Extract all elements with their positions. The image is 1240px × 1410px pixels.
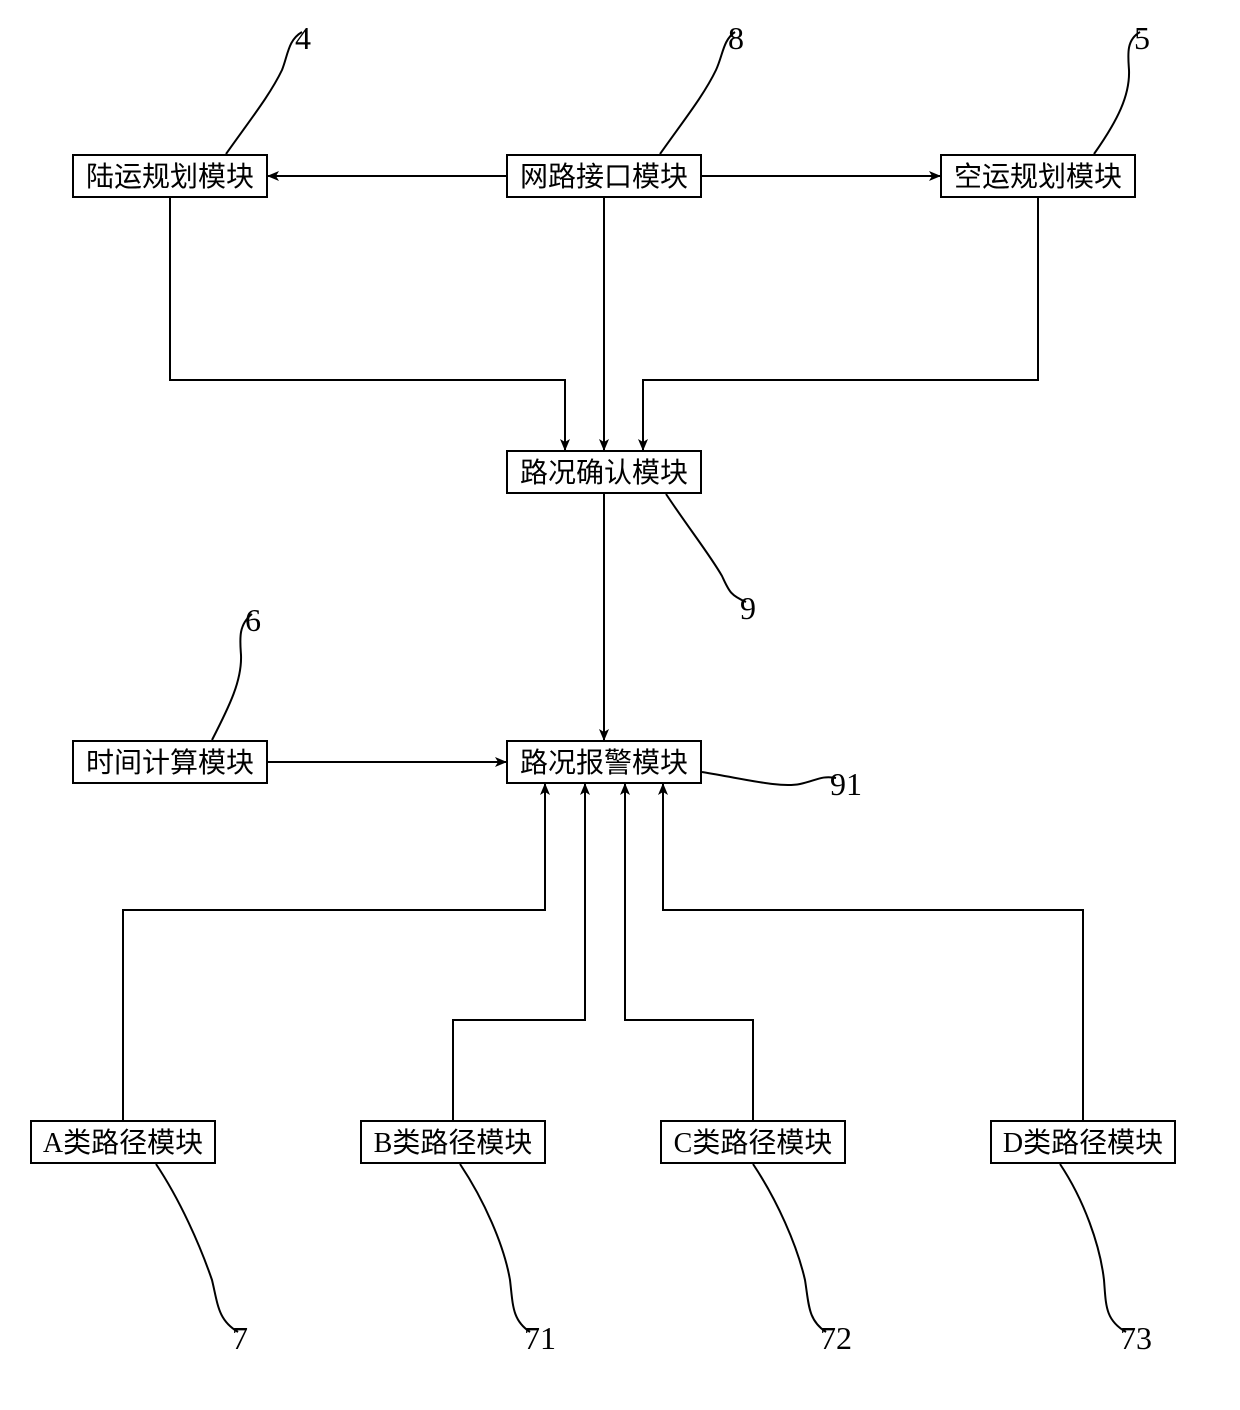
node-n73: D类路径模块 bbox=[990, 1120, 1176, 1164]
node-n5: 空运规划模块 bbox=[940, 154, 1136, 198]
leader-l8 bbox=[660, 32, 735, 154]
ref-label-l73: 73 bbox=[1120, 1320, 1152, 1357]
node-label-n6: 时间计算模块 bbox=[86, 748, 254, 779]
ref-label-text-l8: 8 bbox=[728, 20, 744, 56]
ref-label-l72: 72 bbox=[820, 1320, 852, 1357]
ref-label-text-l5: 5 bbox=[1134, 20, 1150, 56]
node-label-n5: 空运规划模块 bbox=[954, 162, 1122, 193]
ref-label-text-l71: 71 bbox=[524, 1320, 556, 1356]
leader-l91 bbox=[702, 772, 836, 785]
leader-l9 bbox=[666, 494, 746, 602]
ref-label-text-l4: 4 bbox=[295, 20, 311, 56]
arrow-n5-n9 bbox=[643, 198, 1038, 450]
ref-label-l4: 4 bbox=[295, 20, 311, 57]
ref-label-l9: 9 bbox=[740, 590, 756, 627]
node-label-n73: D类路径模块 bbox=[1003, 1128, 1163, 1159]
diagram-canvas: 陆运规划模块 网路接口模块 空运规划模块路况确认模块时间计算模块 路况报警模块 A类路径… bbox=[0, 0, 1240, 1410]
node-n8: 网路接口模块 bbox=[506, 154, 702, 198]
node-label-n4: 陆运规划模块 bbox=[86, 162, 254, 193]
ref-label-text-l6: 6 bbox=[245, 602, 261, 638]
node-n71: B类路径模块 bbox=[360, 1120, 546, 1164]
node-label-n7: A类路径模块 bbox=[43, 1128, 203, 1159]
arrow-n4-n9 bbox=[170, 198, 565, 450]
arrow-n71-n91 bbox=[453, 784, 585, 1120]
node-label-n72: C类路径模块 bbox=[674, 1128, 833, 1159]
node-n4: 陆运规划模块 bbox=[72, 154, 268, 198]
ref-label-l5: 5 bbox=[1134, 20, 1150, 57]
node-label-n71: B类路径模块 bbox=[374, 1128, 533, 1159]
arrow-n73-n91 bbox=[663, 784, 1083, 1120]
node-n9: 路况确认模块 bbox=[506, 450, 702, 494]
leader-l7 bbox=[156, 1164, 238, 1332]
node-n6: 时间计算模块 bbox=[72, 740, 268, 784]
arrow-n72-n91 bbox=[625, 784, 753, 1120]
ref-label-l91: 91 bbox=[830, 766, 862, 803]
leader-l72 bbox=[753, 1164, 826, 1332]
node-label-n8: 网路接口模块 bbox=[520, 162, 688, 193]
ref-label-l8: 8 bbox=[728, 20, 744, 57]
connector-layer bbox=[0, 0, 1240, 1410]
ref-label-l6: 6 bbox=[245, 602, 261, 639]
leader-l73 bbox=[1060, 1164, 1126, 1332]
ref-label-l71: 71 bbox=[524, 1320, 556, 1357]
node-n7: A类路径模块 bbox=[30, 1120, 216, 1164]
ref-label-text-l91: 91 bbox=[830, 766, 862, 802]
node-n72: C类路径模块 bbox=[660, 1120, 846, 1164]
leader-l71 bbox=[460, 1164, 530, 1332]
ref-label-text-l7: 7 bbox=[232, 1320, 248, 1356]
leader-l4 bbox=[226, 32, 302, 154]
ref-label-text-l73: 73 bbox=[1120, 1320, 1152, 1356]
node-label-n91: 路况报警模块 bbox=[520, 748, 688, 779]
node-n91: 路况报警模块 bbox=[506, 740, 702, 784]
arrow-n7-n91 bbox=[123, 784, 545, 1120]
ref-label-l7: 7 bbox=[232, 1320, 248, 1357]
node-label-n9: 路况确认模块 bbox=[520, 458, 688, 489]
ref-label-text-l9: 9 bbox=[740, 590, 756, 626]
ref-label-text-l72: 72 bbox=[820, 1320, 852, 1356]
